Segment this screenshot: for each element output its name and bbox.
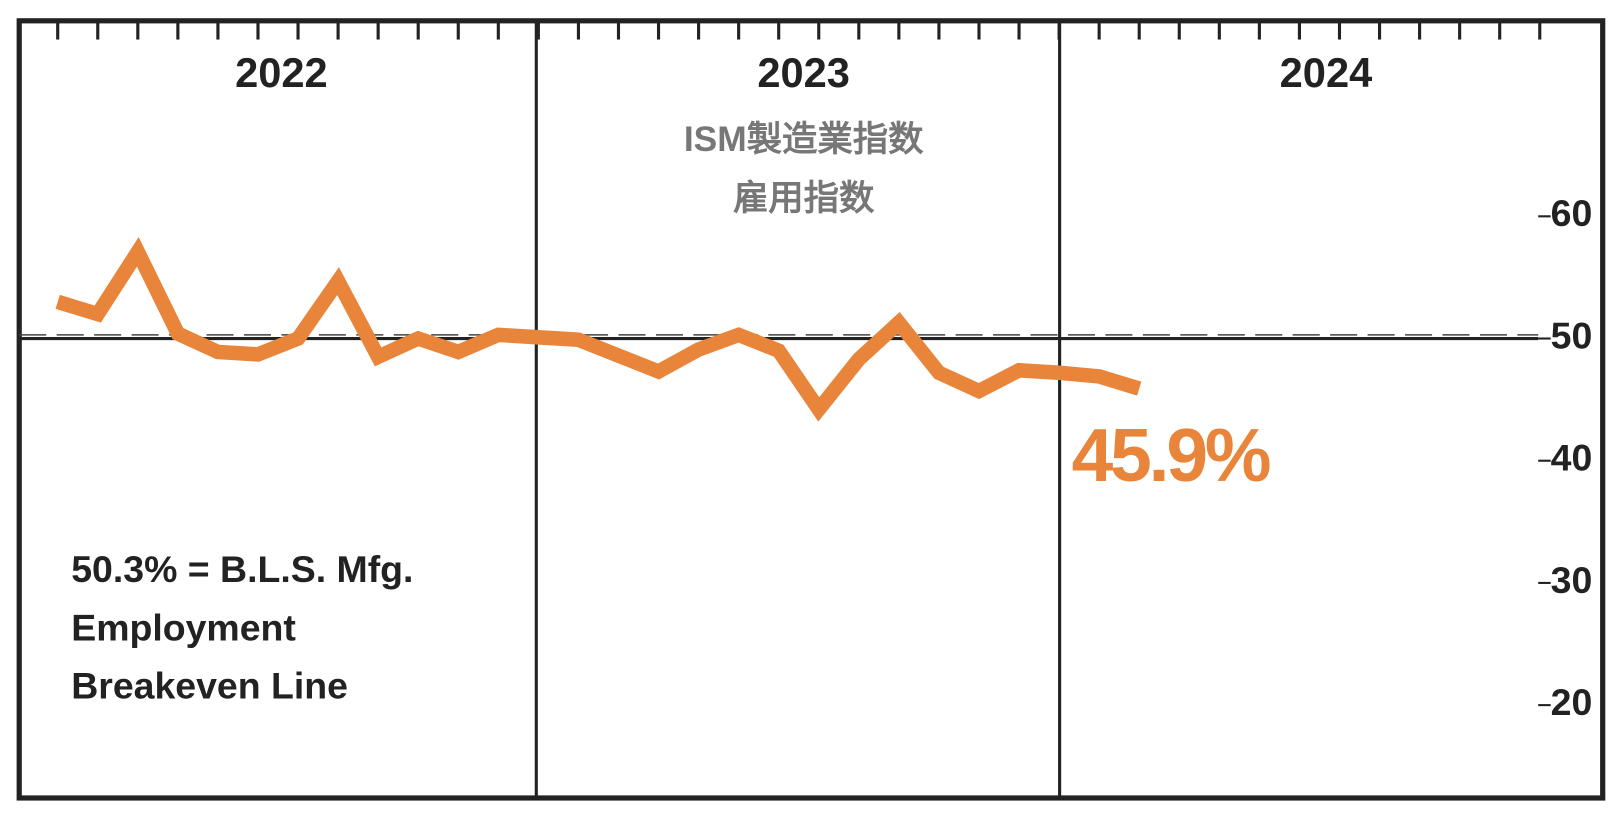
- y-tick-label: 30: [1551, 559, 1593, 601]
- annotation: Employment: [71, 606, 296, 648]
- value-label: 45.9%: [1072, 413, 1270, 497]
- year-label: 2022: [235, 49, 328, 96]
- y-tick-label: 40: [1551, 437, 1593, 479]
- y-tick-label: 60: [1551, 192, 1593, 234]
- chart-title: ISM製造業指数: [684, 120, 924, 159]
- annotation: Breakeven Line: [71, 665, 348, 707]
- annotation: 50.3% = B.L.S. Mfg.: [71, 548, 413, 590]
- y-tick-label: 50: [1551, 314, 1593, 356]
- y-tick-label: 20: [1551, 681, 1593, 723]
- data-line: [55, 236, 1142, 422]
- year-label: 2023: [757, 49, 850, 96]
- year-label: 2024: [1280, 49, 1373, 96]
- chart-subtitle: 雇用指数: [733, 178, 875, 218]
